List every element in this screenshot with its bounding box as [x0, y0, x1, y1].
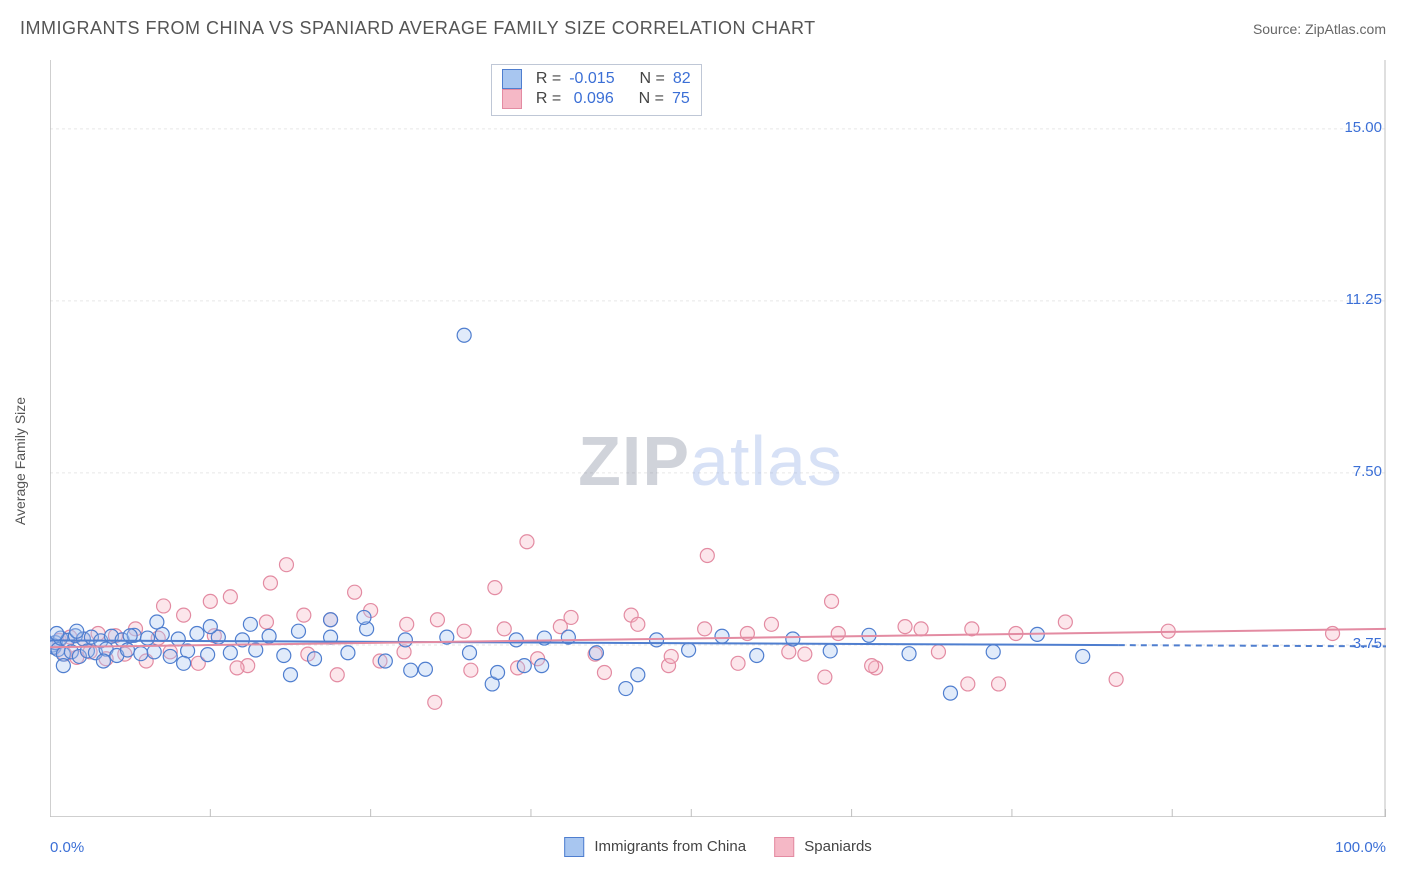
y-tick-label: 11.25	[1346, 291, 1382, 308]
x-tick-label: 100.0%	[1335, 839, 1386, 856]
y-tick-label: 3.75	[1353, 635, 1382, 652]
bottom-legend: Immigrants from China Spaniards	[564, 837, 872, 857]
x-axis: Immigrants from China Spaniards 0.0% 100.…	[50, 817, 1386, 862]
r-value-a: -0.015	[569, 70, 614, 88]
stats-legend: R = -0.015 N = 82 R = 0.096 N = 75	[491, 64, 702, 116]
chart-area: Average Family Size ZIPatlas 3.757.5011.…	[35, 60, 1386, 862]
source-attribution: Source: ZipAtlas.com	[1253, 21, 1386, 37]
chart-title: IMMIGRANTS FROM CHINA VS SPANIARD AVERAG…	[20, 18, 816, 39]
source-link[interactable]: ZipAtlas.com	[1305, 21, 1386, 37]
y-tick-label: 7.50	[1353, 463, 1382, 480]
x-tick-label: 0.0%	[50, 839, 84, 856]
y-tick-label: 15.00	[1344, 119, 1382, 136]
swatch-series-a	[502, 69, 522, 89]
legend-swatch-b	[774, 837, 794, 857]
legend-label-b: Spaniards	[804, 838, 872, 855]
r-value-b: 0.096	[569, 90, 614, 108]
legend-label-a: Immigrants from China	[594, 838, 746, 855]
y-axis-label: Average Family Size	[12, 397, 28, 525]
legend-swatch-a	[564, 837, 584, 857]
swatch-series-b	[502, 89, 522, 109]
n-value-a: 82	[673, 70, 691, 88]
n-value-b: 75	[672, 90, 690, 108]
scatter-plot	[50, 60, 1386, 817]
